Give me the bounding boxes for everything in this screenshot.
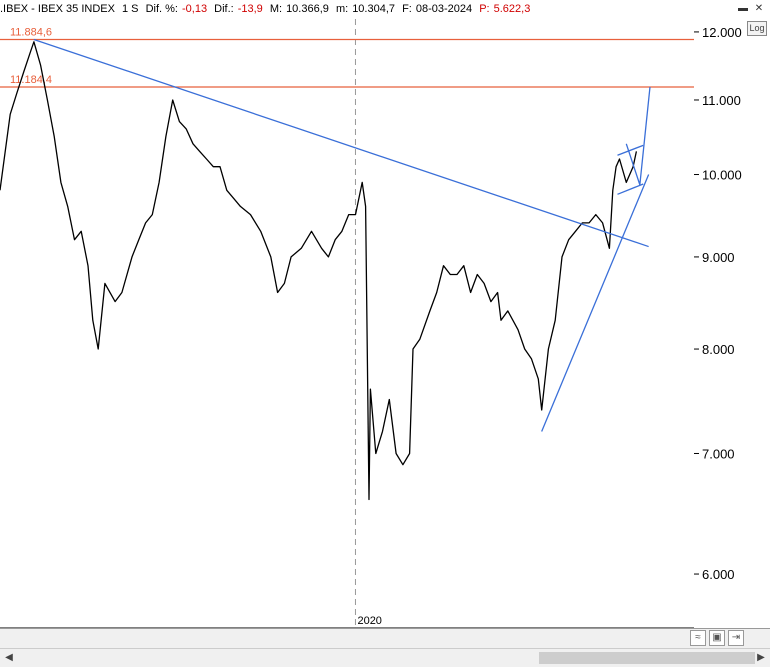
trendline bbox=[617, 183, 644, 195]
dif-label: Dif.: bbox=[214, 3, 234, 15]
scroll-right-icon[interactable]: ▶ bbox=[757, 652, 765, 663]
y-tick-label: 6.000 bbox=[702, 567, 735, 582]
window-buttons: ▬ ✕ bbox=[736, 2, 766, 16]
trendline bbox=[541, 174, 650, 432]
trendline bbox=[639, 86, 651, 185]
dif-value: -13,9 bbox=[237, 3, 263, 15]
close-icon[interactable]: ✕ bbox=[754, 3, 764, 14]
y-tick-label: 11.000 bbox=[702, 93, 741, 108]
y-tick-label: 8.000 bbox=[702, 342, 735, 357]
scroll-left-icon[interactable]: ◀ bbox=[5, 652, 13, 663]
min-label: m: bbox=[335, 3, 349, 15]
y-tick-label: 7.000 bbox=[702, 446, 735, 461]
max-label: M: bbox=[269, 3, 283, 15]
date-label: F: bbox=[402, 3, 412, 15]
y-tick-label: 10.000 bbox=[702, 168, 742, 183]
dif-pct-value: -0,13 bbox=[181, 3, 208, 15]
trendline bbox=[625, 143, 641, 185]
horizontal-scrollbar[interactable]: ◀ ▶ bbox=[0, 648, 770, 667]
timeframe: 1 S bbox=[122, 3, 139, 15]
price-series-line bbox=[0, 41, 638, 501]
date-value: 08-03-2024 bbox=[415, 3, 473, 15]
dif-pct-label: Dif. %: bbox=[145, 3, 178, 15]
zoom-icon[interactable]: ≈ bbox=[690, 630, 706, 646]
x-axis-bar bbox=[0, 628, 770, 649]
min-value: 10.304,7 bbox=[352, 3, 396, 15]
level-label: 11.884,6 bbox=[10, 26, 52, 38]
trendline bbox=[617, 144, 644, 156]
chart-tools: ≈ ▣ ⇥ bbox=[690, 630, 744, 646]
y-tick-label: 12.000 bbox=[702, 25, 742, 40]
log-scale-button[interactable]: Log bbox=[747, 21, 767, 36]
chart-header: .IBEX - IBEX 35 INDEX 1 S Dif. %: -0,13 D… bbox=[0, 0, 770, 19]
price-label: P: bbox=[479, 3, 490, 15]
price-value: 5.622,3 bbox=[493, 3, 531, 15]
save-icon[interactable]: ▣ bbox=[709, 630, 725, 646]
symbol-name: .IBEX - IBEX 35 INDEX bbox=[0, 3, 115, 15]
max-value: 10.366,9 bbox=[286, 3, 329, 15]
arrow-icon[interactable]: ⇥ bbox=[728, 630, 744, 646]
minimize-icon[interactable]: ▬ bbox=[738, 3, 748, 14]
trendline bbox=[33, 38, 649, 248]
price-chart[interactable]: 2020 11.884,6 11.184,4 6.000 7.000 8.000 9.000… bbox=[0, 0, 770, 628]
level-label: 11.184,4 bbox=[10, 74, 52, 86]
y-tick-label: 9.000 bbox=[702, 250, 735, 265]
cursor-date-label: 2020 bbox=[357, 615, 381, 627]
scroll-thumb[interactable] bbox=[539, 652, 755, 664]
